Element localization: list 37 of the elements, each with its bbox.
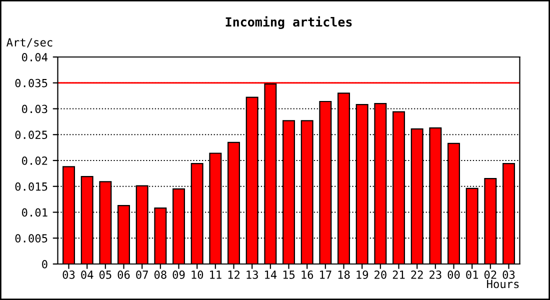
x-tick-label: 20	[374, 270, 386, 279]
x-tick-label: 06	[118, 270, 130, 279]
x-tick-label: 16	[302, 270, 314, 279]
x-tick-label: 10	[192, 270, 204, 279]
x-tick-label: 19	[356, 270, 368, 279]
x-tick-label: 15	[283, 270, 295, 279]
x-tick-label: 05	[99, 270, 112, 279]
x-tick-label: 21	[392, 270, 405, 279]
x-tick-label: 13	[246, 270, 258, 279]
y-axis-title: Art/sec	[6, 38, 52, 48]
y-tick-label: 0.025	[15, 130, 48, 140]
x-tick-label: 08	[154, 270, 166, 279]
x-tick-label: 14	[265, 270, 277, 279]
y-tick-label: 0.035	[15, 78, 48, 88]
x-tick-label: 03	[62, 270, 75, 279]
x-tick-label: 11	[210, 270, 222, 279]
x-tick-label: 00	[448, 270, 460, 279]
y-tick-label: 0.04	[22, 53, 48, 62]
y-tick-label: 0.005	[15, 234, 48, 243]
x-tick-label: 04	[81, 270, 94, 279]
y-tick-label: 0.01	[22, 208, 48, 217]
x-tick-label: 01	[466, 270, 478, 279]
y-tick-label: 0	[42, 260, 48, 268]
x-tick-label: 09	[172, 270, 185, 279]
y-tick-label: 0.015	[15, 182, 48, 191]
chart-title: Incoming articles	[226, 16, 352, 30]
x-tick-label: 23	[430, 270, 442, 279]
x-tick-label: 18	[338, 270, 350, 279]
x-tick-label: 12	[228, 270, 240, 279]
x-tick-label: 03	[502, 270, 515, 279]
x-tick-label: 07	[136, 270, 148, 279]
x-tick-label: 17	[320, 270, 332, 279]
x-axis-title: Hours	[487, 280, 519, 288]
x-tick-label: 22	[411, 270, 423, 279]
y-tick-label: 0.02	[22, 156, 48, 165]
x-tick-label: 02	[484, 270, 496, 279]
y-tick-label: 0.03	[22, 104, 48, 114]
